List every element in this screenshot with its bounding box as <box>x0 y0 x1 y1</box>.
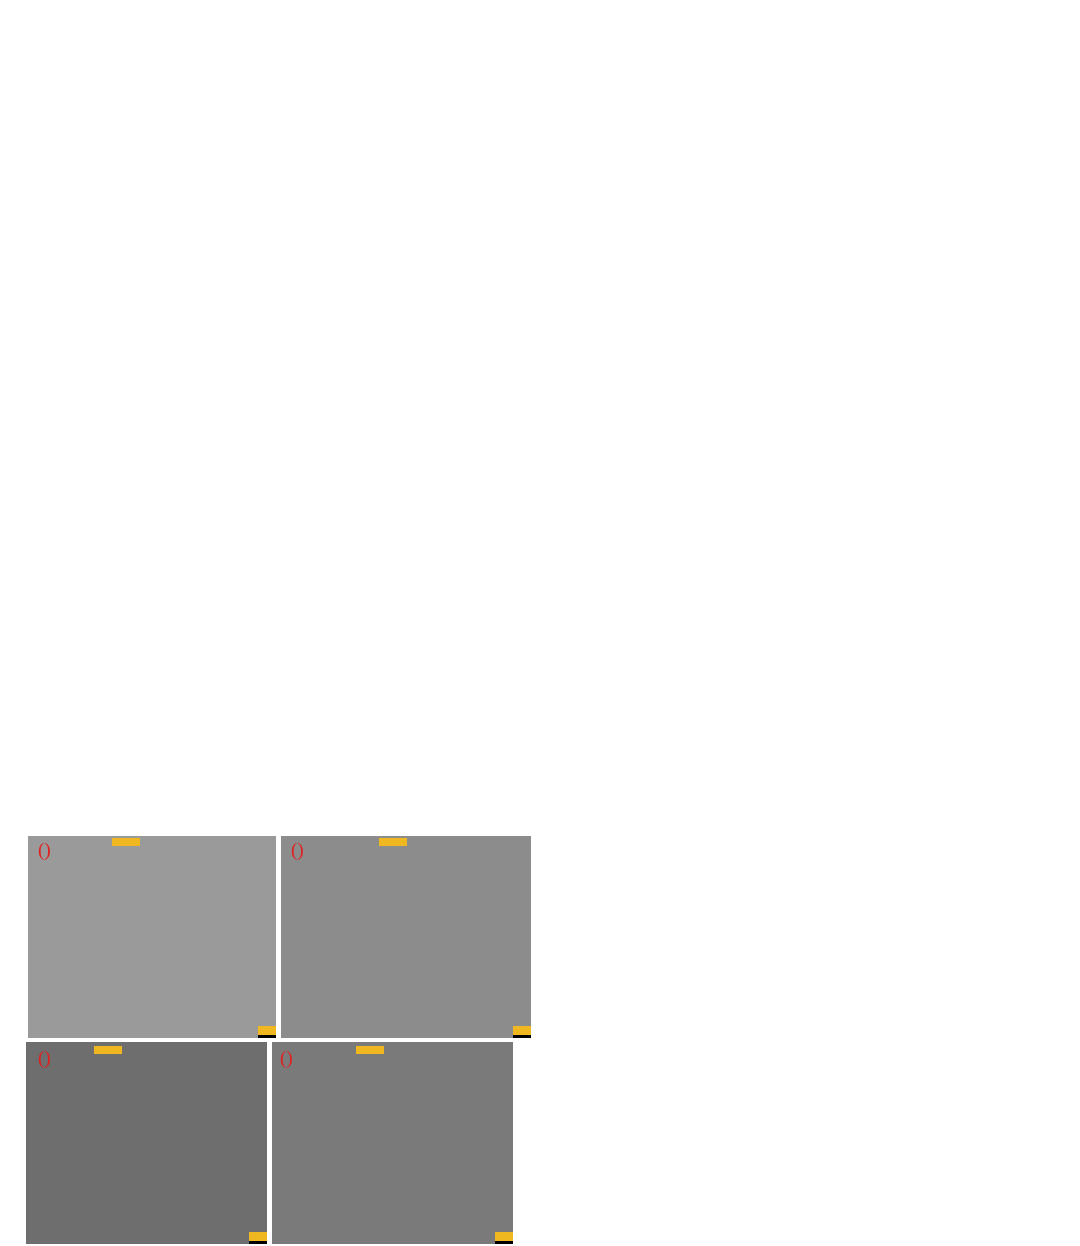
panel-b <box>540 0 1080 420</box>
panel-f <box>540 830 1080 1246</box>
sem-image-4: () <box>272 1042 513 1244</box>
scale-bar <box>513 1026 531 1038</box>
sem-day-label <box>379 838 407 846</box>
sem-image-2: () <box>281 836 531 1038</box>
sem-day-label <box>94 1046 122 1054</box>
panel-c <box>0 420 540 830</box>
sem-image-3: () <box>26 1042 267 1244</box>
sem-texture <box>26 1042 267 1244</box>
sem-tag: () <box>38 840 51 861</box>
sem-tag: () <box>291 840 304 861</box>
sem-texture <box>281 836 531 1038</box>
sem-texture <box>272 1042 513 1244</box>
scale-bar <box>249 1232 267 1244</box>
scale-bar <box>495 1232 513 1244</box>
sem-tag: () <box>38 1048 51 1069</box>
sem-texture <box>28 836 276 1038</box>
scale-bar <box>258 1026 276 1038</box>
chart-nyquist <box>0 420 540 830</box>
chart-potential-time <box>0 0 540 420</box>
chart-bode <box>540 420 1080 830</box>
panel-d <box>540 420 1080 830</box>
sem-day-label <box>356 1046 384 1054</box>
panel-e: () () () () <box>0 830 560 1246</box>
chart-xrd <box>540 830 1080 1246</box>
sem-image-1: () <box>28 836 276 1038</box>
chart-tafel <box>540 0 1080 420</box>
sem-day-label <box>112 838 140 846</box>
panel-a <box>0 0 540 420</box>
sem-tag: () <box>280 1048 293 1069</box>
